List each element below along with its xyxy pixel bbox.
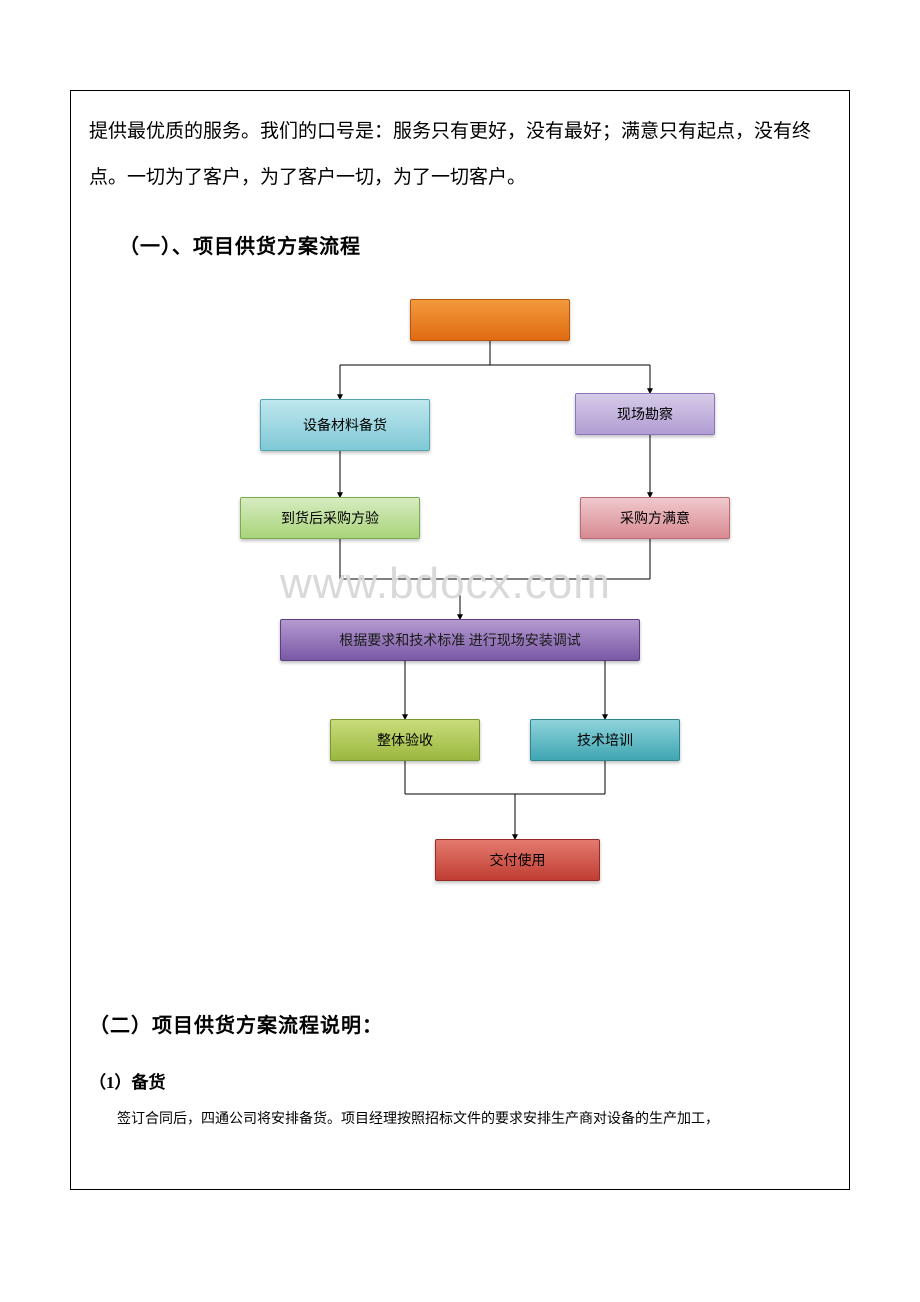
subsection-1-body: 签订合同后，四通公司将安排备货。项目经理按照招标文件的要求安排生产商对设备的生产… bbox=[89, 1107, 831, 1134]
flow-node-n5: 根据要求和技术标准 进行现场安装调试 bbox=[280, 619, 640, 661]
flow-node-n0 bbox=[410, 299, 570, 341]
flow-node-n7: 技术培训 bbox=[530, 719, 680, 761]
page: 提供最优质的服务。我们的口号是：服务只有更好，没有最好；满意只有起点，没有终点。… bbox=[0, 0, 920, 1302]
section-1-title: （一）、项目供货方案流程 bbox=[119, 230, 831, 259]
content-frame: 提供最优质的服务。我们的口号是：服务只有更好，没有最好；满意只有起点，没有终点。… bbox=[70, 90, 850, 1190]
flow-node-n6: 整体验收 bbox=[330, 719, 480, 761]
flow-node-n8: 交付使用 bbox=[435, 839, 600, 881]
flow-node-n3: 到货后采购方验 bbox=[240, 497, 420, 539]
flowchart-container: www.bdocx.com 设备材料备货现场勘察到货后采购方验采购方满意根据要求… bbox=[89, 299, 831, 929]
section-2-title: （二）项目供货方案流程说明： bbox=[89, 1009, 831, 1038]
subsection-1-title: （1）备货 bbox=[89, 1068, 831, 1093]
flow-node-n4: 采购方满意 bbox=[580, 497, 730, 539]
flowchart: www.bdocx.com 设备材料备货现场勘察到货后采购方验采购方满意根据要求… bbox=[160, 299, 760, 929]
flow-node-n2: 现场勘察 bbox=[575, 393, 715, 435]
intro-paragraph: 提供最优质的服务。我们的口号是：服务只有更好，没有最好；满意只有起点，没有终点。… bbox=[89, 109, 831, 200]
flow-node-n1: 设备材料备货 bbox=[260, 399, 430, 451]
